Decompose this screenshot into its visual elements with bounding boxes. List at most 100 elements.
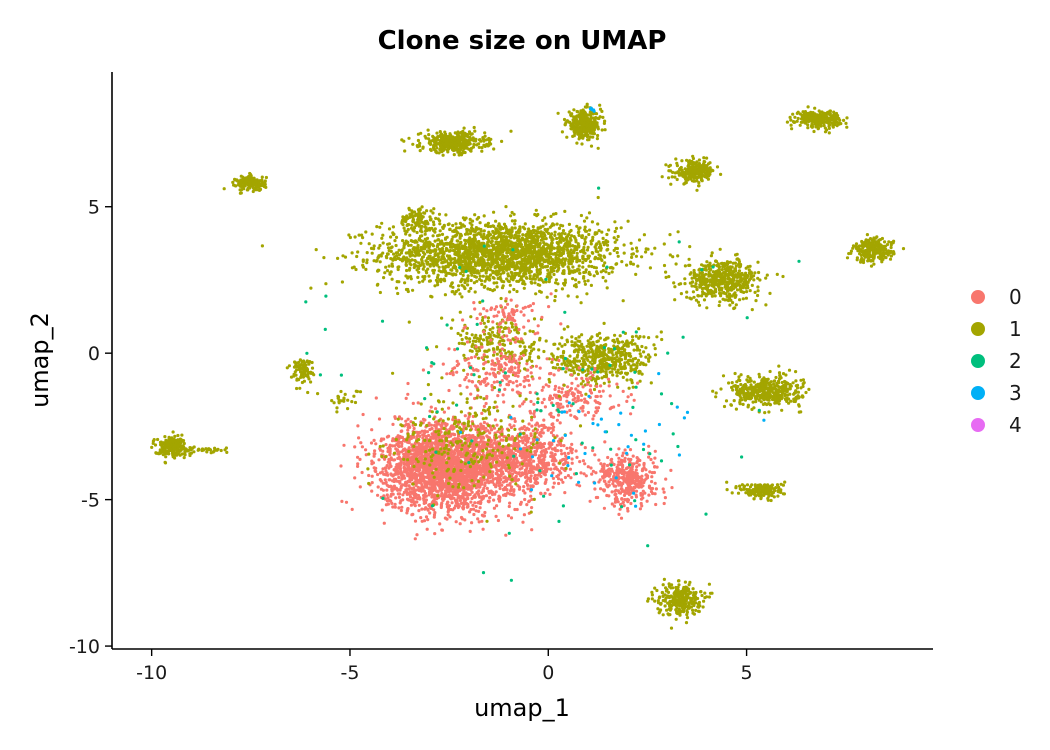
data-point [461,252,465,256]
data-point [322,256,326,260]
data-point [502,270,506,274]
data-point [473,290,477,294]
data-point [423,232,427,236]
data-point [750,283,754,287]
data-point [463,281,467,285]
data-point [579,135,583,139]
data-point [454,251,458,255]
data-point [598,242,602,246]
data-point [476,270,480,274]
data-point [573,270,577,274]
data-point [720,268,724,272]
data-point [834,111,839,116]
data-point [572,284,577,288]
data-point [706,263,710,267]
data-point [521,281,525,286]
data-point [558,238,562,242]
data-point [538,272,542,276]
data-point [799,117,804,121]
data-point [481,268,485,272]
data-point [436,234,440,238]
data-point [469,240,473,244]
data-point [452,153,456,157]
data-point [516,266,521,270]
data-point [510,244,514,248]
data-point [603,128,607,132]
data-point [563,261,567,265]
data-point [341,254,345,258]
data-point [691,290,696,294]
data-point [745,395,749,399]
data-point [260,178,264,182]
data-point [434,216,438,220]
data-point [703,171,708,175]
data-point [688,272,692,276]
data-point [572,251,576,255]
data-point [404,251,408,255]
data-point [732,284,736,288]
data-point [745,483,750,487]
data-point [660,175,664,179]
data-point [245,188,249,192]
data-point [729,403,733,407]
data-point [707,274,711,278]
data-point [451,148,455,152]
data-point [549,243,553,247]
data-point [392,252,396,256]
data-point [517,227,521,231]
data-point [685,290,689,294]
data-point [401,218,405,222]
data-point [543,265,547,269]
data-point [438,143,443,147]
data-point [501,284,505,288]
data-point [417,261,421,265]
data-point [471,243,476,247]
data-point [688,245,692,249]
data-point [470,273,474,277]
data-point [689,297,693,301]
data-point [734,407,739,411]
data-point [788,387,792,391]
data-point [378,290,382,295]
data-point [438,222,442,226]
data-point [459,153,464,157]
data-point [449,261,453,265]
data-point [469,315,473,319]
data-point [469,261,473,265]
data-point [522,271,526,276]
data-point [348,235,352,240]
data-point [724,399,729,403]
data-point [752,497,756,501]
data-point [592,274,596,278]
data-point [718,247,722,251]
data-point [565,135,569,139]
data-point [482,253,486,257]
data-point [384,265,388,269]
data-point [411,142,415,146]
data-point [235,178,239,182]
data-point [441,261,445,265]
data-point [472,271,476,275]
data-point [378,260,382,264]
data-point [777,395,782,399]
data-point [495,237,499,241]
data-point [455,239,459,243]
data-point [537,278,541,282]
data-point [706,167,710,171]
data-point [747,271,752,275]
data-point [421,262,425,266]
data-point [748,396,752,400]
data-point [749,383,753,387]
data-point [463,265,467,269]
data-point [477,142,481,146]
data-point [425,262,429,266]
data-point [398,257,402,261]
data-point [745,487,749,492]
data-point [671,255,675,259]
data-point [431,138,435,142]
data-point [400,221,404,225]
data-point [695,188,699,192]
data-point [827,124,831,128]
data-point [723,272,727,276]
data-point [427,226,432,231]
